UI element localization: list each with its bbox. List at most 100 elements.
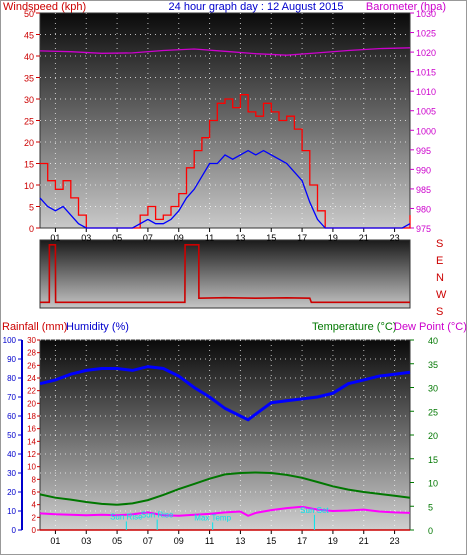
dewpoint-axis-title: Dew Point (°C) bbox=[394, 321, 467, 333]
direction-label-s-top: S bbox=[436, 238, 443, 250]
wind-average-line bbox=[39, 149, 411, 229]
rain-tick-label: 10 bbox=[27, 463, 36, 472]
humidity-tick-label: 10 bbox=[7, 507, 16, 516]
wind-x-tick-label: 03 bbox=[81, 233, 91, 243]
baro-right-tick-label: 1020 bbox=[416, 48, 436, 58]
temp-x-tick-label: 17 bbox=[297, 536, 307, 546]
temp-x-tick-label: 05 bbox=[112, 536, 122, 546]
baro-right-tick-label: 980 bbox=[416, 204, 431, 214]
wind-x-tick-label: 11 bbox=[205, 233, 214, 243]
rain-tick-label: 30 bbox=[27, 336, 36, 345]
rain-tick-label: 14 bbox=[27, 437, 36, 446]
humidity-tick-label: 40 bbox=[7, 450, 16, 459]
rain-tick-label: 28 bbox=[27, 349, 36, 358]
wind-left-tick-label: 20 bbox=[24, 138, 34, 148]
wind-left-tick-label: 45 bbox=[24, 31, 34, 41]
temp-tick-label: 35 bbox=[428, 360, 438, 370]
wind-x-tick-label: 19 bbox=[328, 233, 338, 243]
rain-tick-label: 26 bbox=[27, 361, 36, 370]
temp-tick-label: 30 bbox=[428, 384, 438, 394]
wind-left-tick-label: 35 bbox=[24, 74, 34, 84]
annotation-label: Sun Rise bbox=[141, 511, 174, 520]
wind-left-tick-label: 50 bbox=[24, 9, 34, 19]
temp-x-tick-label: 11 bbox=[205, 536, 214, 546]
rain-tick-label: 8 bbox=[32, 475, 37, 484]
rain-tick-label: 2 bbox=[32, 513, 37, 522]
humidity-axis-title: Humidity (%) bbox=[66, 321, 129, 333]
rainfall-axis-title: Rainfall (mm) bbox=[2, 321, 67, 333]
wind-left-tick-label: 25 bbox=[24, 117, 34, 127]
humidity-tick-label: 80 bbox=[7, 374, 16, 383]
humidity-tick-label: 0 bbox=[12, 526, 17, 535]
baro-right-tick-label: 995 bbox=[416, 146, 431, 156]
humidity-tick-label: 30 bbox=[7, 469, 16, 478]
wind-x-tick-label: 15 bbox=[266, 233, 276, 243]
humidity-tick-label: 60 bbox=[7, 412, 16, 421]
direction-label-n: N bbox=[436, 272, 444, 284]
temp-tick-label: 25 bbox=[428, 407, 438, 417]
baro-right-tick-label: 990 bbox=[416, 165, 431, 175]
humidity-line bbox=[39, 365, 411, 422]
humidity-tick-label: 90 bbox=[7, 355, 16, 364]
annotation-label: Max Temp bbox=[194, 513, 231, 522]
direction-label-s-bottom: S bbox=[436, 306, 443, 318]
wind-x-tick-label: 07 bbox=[143, 233, 153, 243]
direction-plot-area bbox=[39, 239, 411, 309]
annotation-label: Sun Rise bbox=[110, 512, 143, 521]
rain-tick-label: 12 bbox=[27, 450, 36, 459]
baro-right-tick-label: 985 bbox=[416, 185, 431, 195]
baro-right-tick-label: 1005 bbox=[416, 107, 436, 117]
wind-left-tick-label: 5 bbox=[29, 203, 34, 213]
humidity-tick-label: 70 bbox=[7, 393, 16, 402]
baro-right-tick-label: 1010 bbox=[416, 87, 436, 97]
rain-tick-label: 18 bbox=[27, 412, 36, 421]
wind-x-tick-label: 13 bbox=[235, 233, 245, 243]
temp-x-tick-label: 03 bbox=[81, 536, 91, 546]
rain-tick-label: 20 bbox=[27, 399, 36, 408]
temperature-line bbox=[39, 471, 411, 506]
rain-tick-label: 6 bbox=[32, 488, 37, 497]
humidity-tick-label: 100 bbox=[3, 336, 17, 345]
barometer-line bbox=[39, 47, 411, 56]
wind-direction-line bbox=[40, 244, 410, 304]
direction-label-e: E bbox=[436, 255, 443, 267]
temp-x-tick-label: 09 bbox=[174, 536, 184, 546]
temp-x-tick-label: 23 bbox=[390, 536, 400, 546]
graph-title: 24 hour graph day : 12 August 2015 bbox=[169, 1, 344, 13]
temp-x-tick-label: 15 bbox=[266, 536, 276, 546]
temp-x-tick-label: 13 bbox=[235, 536, 245, 546]
annotation-label: Sun Set bbox=[300, 506, 329, 515]
temp-tick-label: 20 bbox=[428, 431, 438, 441]
temp-x-tick-label: 19 bbox=[328, 536, 338, 546]
wind-x-tick-label: 17 bbox=[297, 233, 307, 243]
temp-tick-label: 15 bbox=[428, 455, 438, 465]
wind-left-tick-label: 0 bbox=[29, 224, 34, 234]
wind-x-tick-label: 21 bbox=[359, 233, 369, 243]
wind-left-tick-label: 15 bbox=[24, 160, 34, 170]
temp-tick-label: 5 bbox=[428, 502, 433, 512]
humidity-tick-label: 20 bbox=[7, 488, 16, 497]
direction-label-w: W bbox=[436, 289, 447, 301]
temp-tick-label: 0 bbox=[428, 526, 433, 536]
rain-tick-label: 24 bbox=[27, 374, 36, 383]
wind-x-tick-label: 05 bbox=[112, 233, 122, 243]
wind-x-tick-label: 23 bbox=[390, 233, 400, 243]
barometer-axis-title: Barometer (hpa) bbox=[366, 1, 446, 13]
temp-tick-label: 40 bbox=[428, 336, 438, 346]
humidity-tick-label: 50 bbox=[7, 431, 16, 440]
baro-right-tick-label: 1025 bbox=[416, 29, 436, 39]
baro-right-tick-label: 1030 bbox=[416, 9, 436, 19]
wind-x-tick-label: 09 bbox=[174, 233, 184, 243]
rain-tick-label: 4 bbox=[32, 501, 37, 510]
temp-x-tick-label: 07 bbox=[143, 536, 153, 546]
wind-left-tick-label: 40 bbox=[24, 52, 34, 62]
baro-right-tick-label: 975 bbox=[416, 224, 431, 234]
wind-left-tick-label: 30 bbox=[24, 95, 34, 105]
rain-tick-label: 16 bbox=[27, 425, 36, 434]
temp-tick-label: 10 bbox=[428, 479, 438, 489]
rain-tick-label: 22 bbox=[27, 387, 36, 396]
baro-right-tick-label: 1015 bbox=[416, 68, 436, 78]
rain-tick-label: 0 bbox=[32, 526, 37, 535]
